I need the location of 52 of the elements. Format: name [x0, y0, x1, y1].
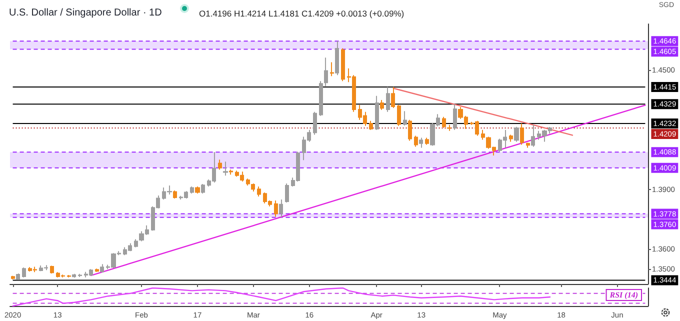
candlestick	[78, 273, 82, 278]
candlestick	[190, 186, 194, 194]
candlestick	[11, 275, 15, 280]
candlestick	[414, 135, 418, 148]
candlestick	[16, 272, 20, 281]
candlestick	[229, 169, 233, 176]
candlestick	[67, 274, 71, 278]
candlestick	[100, 264, 104, 273]
candlestick	[526, 142, 530, 148]
candlestick	[319, 80, 323, 116]
candlestick	[313, 111, 317, 136]
candlestick	[285, 183, 289, 203]
candlestick	[335, 40, 339, 76]
candlestick	[246, 178, 250, 186]
candlestick	[330, 62, 334, 77]
candlestick	[447, 124, 451, 132]
annotation: RSI (14)	[608, 290, 638, 300]
candlestick	[251, 183, 255, 192]
candlestick	[173, 190, 177, 199]
chart-subtitle: O1.4196 H1.4214 L1.4181 C1.4209 +0.0013 (+0.09%)	[199, 8, 404, 18]
candlestick	[341, 48, 345, 82]
candlestick	[425, 137, 429, 146]
candlestick	[72, 273, 76, 278]
chart-title: U.S. Dollar / Singapore Dollar · 1D	[9, 8, 162, 18]
candlestick	[509, 134, 513, 142]
candlestick	[22, 266, 26, 278]
candlestick	[453, 104, 457, 130]
candlestick	[324, 57, 328, 87]
candlestick	[408, 119, 412, 142]
candlestick	[375, 95, 379, 130]
candlestick	[380, 99, 384, 110]
candlestick	[257, 186, 261, 197]
candlestick	[397, 104, 401, 126]
candlestick	[419, 137, 423, 148]
candlestick	[201, 183, 205, 194]
candlestick	[218, 159, 222, 170]
candlestick	[403, 110, 407, 126]
candlestick	[531, 124, 535, 148]
candlestick	[223, 161, 228, 176]
candlestick	[391, 86, 395, 108]
candlestick	[386, 86, 390, 112]
candlestick	[481, 129, 485, 140]
candlestick	[95, 268, 99, 272]
candlestick	[274, 200, 278, 218]
candlestick	[514, 126, 519, 142]
candlestick	[442, 116, 446, 128]
candlestick	[134, 238, 138, 248]
candlestick	[279, 198, 283, 218]
candlestick	[369, 120, 373, 130]
candlestick	[195, 186, 200, 194]
candlestick	[50, 265, 54, 274]
candlestick	[520, 122, 524, 146]
